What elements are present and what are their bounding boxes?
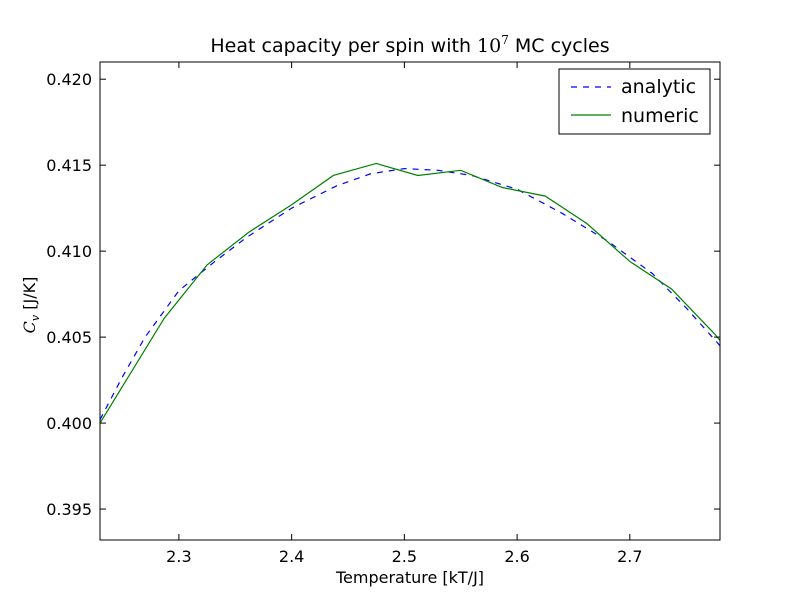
legend-numeric-label: numeric: [621, 105, 699, 127]
title-suffix: MC cycles: [509, 35, 610, 57]
legend-box: [558, 68, 711, 135]
x-tick-label: 2.7: [617, 547, 642, 566]
legend: analytic numeric: [558, 68, 711, 135]
plot-frame: [99, 61, 721, 541]
y-tick-label: 0.405: [46, 328, 92, 347]
y-tick-label: 0.400: [46, 414, 92, 433]
y-tick-label: 0.420: [46, 70, 92, 89]
x-tick-label: 2.4: [279, 547, 304, 566]
legend-analytic-label: analytic: [621, 76, 696, 98]
y-tick-label: 0.415: [46, 156, 92, 175]
series-line-analytic: [100, 167, 720, 420]
y-tick-label: 0.410: [46, 242, 92, 261]
y-axis-symbol: C: [20, 321, 39, 333]
axis-ticks: 2.3 2.4 2.5 2.6 2.7 0.395 0.400 0.405 0.410 0.415…: [46, 62, 720, 566]
x-axis-title: Temperature [kT/J]: [335, 568, 484, 587]
y-axis-subscript: v: [29, 314, 42, 321]
chart-title: Heat capacity per spin with 107 MC cycle…: [210, 33, 609, 57]
series-line-numeric: [100, 162, 720, 424]
y-axis-title: Cv [J/K]: [20, 277, 42, 334]
title-prefix: Heat capacity per spin with: [210, 35, 477, 57]
plot-area: [99, 61, 721, 541]
title-base: 10: [477, 35, 501, 57]
y-tick-label: 0.395: [46, 500, 92, 519]
x-tick-label: 2.6: [504, 547, 529, 566]
x-tick-label: 2.3: [166, 547, 191, 566]
x-tick-label: 2.5: [392, 547, 417, 566]
y-axis-unit: [J/K]: [20, 277, 39, 315]
title-exponent: 7: [501, 33, 509, 47]
